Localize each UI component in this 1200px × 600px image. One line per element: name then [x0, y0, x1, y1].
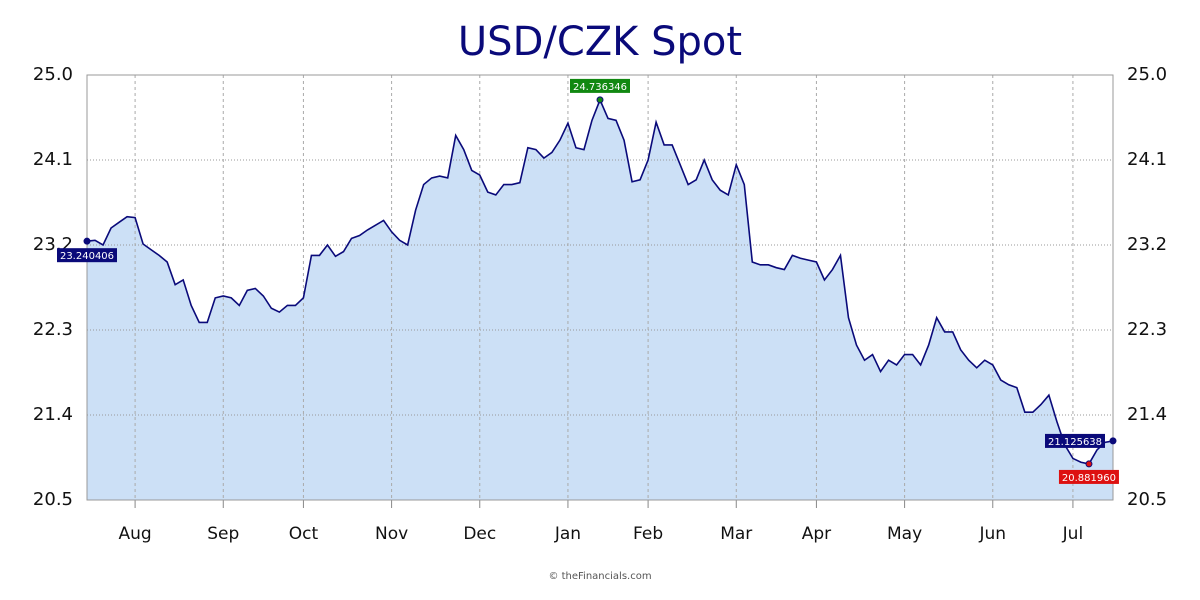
plot-frame [86, 74, 1114, 501]
y-tick-label: 22.3 [33, 319, 73, 340]
y-tick-label-right: 25.0 [1127, 64, 1167, 85]
y-tick-label-right: 23.2 [1127, 234, 1167, 255]
y-tick-label-right: 21.4 [1127, 404, 1167, 425]
y-tick-label: 20.5 [33, 489, 73, 510]
x-tick-label: Sep [207, 524, 239, 544]
y-tick-label: 24.1 [33, 149, 73, 170]
y-tick-label-right: 20.5 [1127, 489, 1167, 510]
chart-title: USD/CZK Spot [458, 19, 742, 65]
point [1109, 437, 1117, 445]
value-label-box [1058, 469, 1119, 484]
x-tick-label: Mar [720, 524, 752, 544]
x-tick-label: Apr [802, 524, 831, 544]
area [87, 99, 1113, 501]
value-label: 23.240406 [60, 251, 114, 262]
x-tick-label: Oct [289, 524, 319, 544]
x-tick-label: Dec [463, 524, 496, 544]
value-label-box [57, 248, 117, 263]
value-label: 24.736346 [573, 82, 627, 93]
x-tick-label: Feb [633, 524, 663, 544]
y-tick-label: 25.0 [33, 64, 73, 85]
value-label: 20.881960 [1062, 473, 1116, 484]
point [1085, 460, 1093, 468]
point [83, 237, 91, 245]
y-tick-label-right: 22.3 [1127, 319, 1167, 340]
value-label-box [570, 78, 630, 93]
y-tick-label-right: 24.1 [1127, 149, 1167, 170]
value-label: 21.125638 [1048, 437, 1102, 448]
value-label-box [1045, 433, 1105, 448]
x-tick-label: May [887, 524, 922, 544]
x-tick-label: Jun [978, 524, 1006, 544]
x-tick-label: Nov [375, 524, 408, 544]
point [596, 96, 604, 104]
credit: © theFinancials.com [548, 571, 651, 582]
y-tick-label: 21.4 [33, 404, 73, 425]
x-tick-label: Aug [118, 524, 151, 544]
x-tick-label: Jul [1062, 524, 1084, 544]
x-tick-label: Jan [554, 524, 581, 544]
